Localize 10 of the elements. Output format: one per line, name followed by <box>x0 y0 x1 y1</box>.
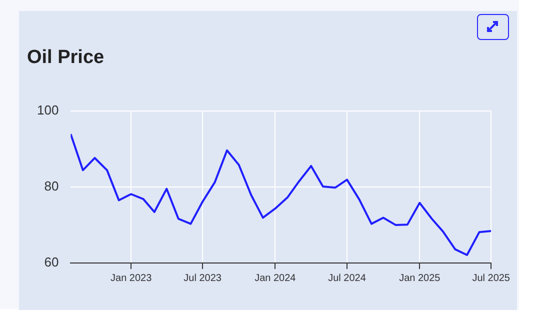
y-tick-label: 100 <box>36 102 59 118</box>
x-tick-label: Jan 2024 <box>254 272 296 284</box>
x-tick-label: Jul 2023 <box>184 272 222 284</box>
x-tick-label: Jan 2025 <box>399 272 441 284</box>
y-tick-label: 60 <box>44 254 59 270</box>
y-tick-label: 80 <box>44 178 59 194</box>
x-tick-label: Jan 2023 <box>110 272 152 284</box>
x-tick-label: Jul 2025 <box>472 272 510 284</box>
chart-title: Oil Price <box>27 47 104 69</box>
x-tick-label: Jul 2024 <box>328 272 366 284</box>
